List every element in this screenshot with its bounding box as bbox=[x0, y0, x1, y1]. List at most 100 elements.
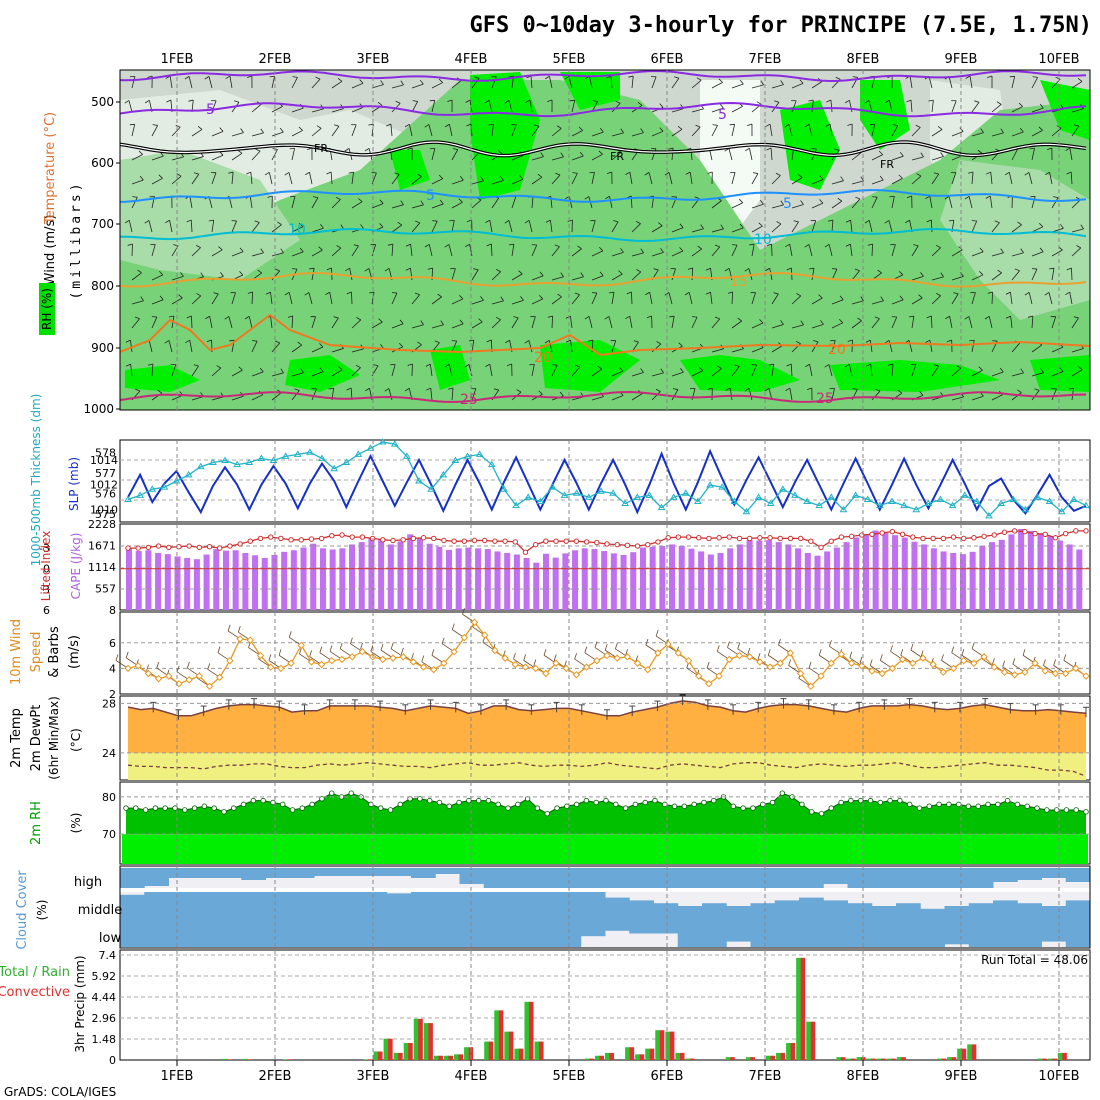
cloud-high-block bbox=[241, 868, 266, 880]
thickness-marker bbox=[500, 485, 508, 492]
rh2m-marker bbox=[162, 805, 168, 811]
wind-barb bbox=[731, 348, 744, 353]
cloud-middle-block bbox=[411, 892, 436, 920]
wind-barb-flag bbox=[928, 99, 934, 102]
cloud-high-block bbox=[968, 868, 994, 888]
wind-barb-flag bbox=[869, 659, 873, 666]
wind-barb-flag bbox=[906, 195, 912, 199]
wind-barb-flag bbox=[144, 99, 150, 104]
cape-bar bbox=[126, 548, 133, 610]
wind-barb bbox=[811, 297, 823, 305]
wind-barb-flag bbox=[908, 315, 914, 318]
wind-barb bbox=[931, 365, 940, 377]
wind-barb bbox=[668, 292, 673, 305]
wind-barb-flag bbox=[760, 200, 764, 205]
cloud-high-block bbox=[1041, 868, 1067, 878]
thickness-marker bbox=[997, 499, 1005, 507]
cloud-low-block bbox=[823, 920, 848, 947]
lifted-index-marker bbox=[991, 532, 997, 538]
wind-barb-flag bbox=[852, 76, 858, 78]
wind-barb bbox=[1031, 226, 1043, 233]
cloud-low-block bbox=[629, 920, 654, 934]
wind-barb-flag bbox=[655, 388, 661, 392]
wind-barb-flag bbox=[459, 295, 464, 300]
lifted-index-marker bbox=[135, 545, 141, 551]
thickness-marker bbox=[330, 464, 339, 472]
wind-barb-flag bbox=[727, 641, 730, 648]
wind-barb bbox=[891, 125, 899, 137]
wind-speed-marker bbox=[959, 656, 968, 665]
wind-barb-flag bbox=[1034, 388, 1040, 391]
thickness-marker bbox=[548, 483, 557, 490]
wind-barb bbox=[1051, 388, 1057, 401]
wind-barb bbox=[451, 298, 464, 305]
cloud-high-block bbox=[314, 868, 339, 876]
cloud-high-block bbox=[192, 868, 218, 878]
wind-barb-flag bbox=[259, 367, 264, 373]
wind-barb bbox=[248, 316, 253, 329]
wind-barb-flag bbox=[996, 101, 1002, 105]
wind-barb bbox=[931, 247, 941, 257]
cape-bar bbox=[649, 546, 656, 610]
lifted-index-marker bbox=[196, 544, 203, 551]
wind-barb bbox=[251, 103, 262, 113]
wind-barb bbox=[591, 292, 598, 305]
wind-barb bbox=[1031, 148, 1035, 161]
wind-barb bbox=[551, 296, 562, 305]
wind-barb-flag bbox=[500, 296, 504, 302]
wind-barb bbox=[251, 150, 261, 161]
precip-total-bar bbox=[413, 1018, 419, 1060]
rh2m-marker bbox=[622, 805, 629, 811]
date-label-bottom: 10FEB bbox=[1038, 1069, 1079, 1084]
wind-barb-flag bbox=[859, 656, 863, 664]
wind-speed-marker bbox=[358, 648, 367, 656]
cloud-high-block bbox=[483, 868, 509, 888]
cloud-middle-label: middle bbox=[78, 903, 122, 918]
cloud-low-block bbox=[993, 920, 1018, 947]
wind-barb-flag bbox=[254, 220, 260, 223]
wind-barb-flag bbox=[913, 244, 919, 247]
lifted-index-marker bbox=[716, 535, 722, 541]
wind-barb bbox=[551, 174, 561, 185]
wind-barb-flag bbox=[547, 99, 553, 102]
lifted-index-marker bbox=[808, 538, 814, 544]
cloud-high-block bbox=[411, 868, 436, 878]
wind-barb bbox=[851, 320, 862, 329]
wind-barb bbox=[871, 179, 884, 185]
wind-barb bbox=[911, 127, 921, 137]
wind-barb-flag bbox=[424, 243, 430, 248]
wind-barb bbox=[710, 292, 713, 305]
wind-barb-flag bbox=[358, 198, 363, 202]
cloud-high-block bbox=[120, 868, 145, 888]
wind-barb-flag bbox=[545, 219, 551, 223]
wind-barb-flag bbox=[1080, 224, 1084, 230]
wind-barb-flag bbox=[144, 220, 150, 224]
wind-barb bbox=[131, 124, 136, 137]
cape-bar bbox=[1056, 540, 1063, 610]
rh2m-marker bbox=[848, 797, 854, 804]
wind-barb-flag bbox=[653, 268, 659, 271]
wind-barb-flag bbox=[695, 124, 701, 128]
rh2m-marker bbox=[1053, 807, 1060, 813]
cloud-low-block bbox=[726, 920, 751, 942]
wind-barb-flag bbox=[364, 148, 370, 152]
cloud-low-block bbox=[1065, 920, 1090, 947]
wind-barb bbox=[751, 292, 756, 305]
wind-barb-flag bbox=[444, 364, 450, 368]
wind-barb bbox=[331, 369, 343, 377]
wind-speed-marker bbox=[277, 664, 285, 673]
cloud-low-block bbox=[799, 920, 824, 947]
wind-barb-flag bbox=[964, 196, 970, 200]
wind-barb-flag bbox=[239, 247, 244, 252]
wind-barb-flag bbox=[800, 200, 804, 205]
wind-barb bbox=[431, 324, 444, 329]
wind-barb bbox=[371, 203, 384, 209]
wind-barb bbox=[1011, 149, 1018, 161]
lifted-index-marker bbox=[787, 535, 794, 542]
wind-barb-flag bbox=[578, 126, 583, 131]
wind-barb bbox=[409, 124, 413, 137]
wind-barb-flag bbox=[350, 637, 353, 644]
thickness-tick-label: 578 bbox=[95, 446, 116, 459]
rh2m-marker bbox=[809, 809, 815, 815]
